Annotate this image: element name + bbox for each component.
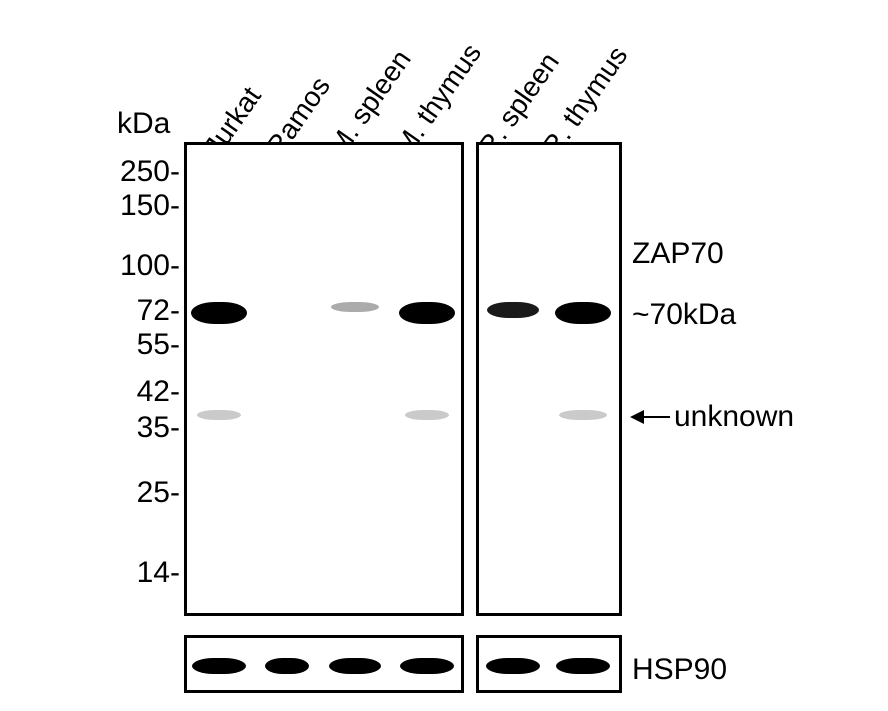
zap70-label: ZAP70 bbox=[632, 237, 724, 271]
blot-band bbox=[405, 410, 449, 420]
marker-label: 250 bbox=[120, 155, 170, 189]
blot-band bbox=[191, 302, 247, 324]
marker-label: 55 bbox=[137, 328, 170, 362]
blot-band bbox=[265, 658, 309, 674]
marker-dash: - bbox=[170, 249, 180, 283]
marker-label: 14 bbox=[137, 556, 170, 590]
blot-band bbox=[486, 658, 540, 674]
blot-band bbox=[197, 410, 241, 420]
blot-band bbox=[556, 658, 610, 674]
blot-band bbox=[559, 410, 607, 420]
blot-band bbox=[329, 658, 381, 674]
blot-band bbox=[400, 658, 454, 674]
main-blot-right bbox=[476, 142, 622, 616]
arrow-head-icon bbox=[630, 410, 644, 424]
marker-dash: - bbox=[170, 375, 180, 409]
hsp90-label: HSP90 bbox=[632, 653, 727, 687]
main-blot-left bbox=[184, 142, 464, 616]
figure-container: kDa 250-150-100-72-55-42-35-25-14- Jurka… bbox=[0, 0, 888, 711]
marker-label: 42 bbox=[137, 375, 170, 409]
marker-dash: - bbox=[170, 294, 180, 328]
unknown-label: unknown bbox=[674, 400, 794, 434]
blot-band bbox=[192, 658, 246, 674]
marker-label: 25 bbox=[137, 476, 170, 510]
marker-dash: - bbox=[170, 328, 180, 362]
blot-band bbox=[487, 302, 539, 318]
kda70-label: ~70kDa bbox=[632, 298, 736, 332]
marker-label: 72 bbox=[137, 294, 170, 328]
marker-dash: - bbox=[170, 189, 180, 223]
marker-dash: - bbox=[170, 155, 180, 189]
marker-dash: - bbox=[170, 476, 180, 510]
marker-label: 100 bbox=[120, 249, 170, 283]
blot-band bbox=[331, 302, 379, 312]
marker-dash: - bbox=[170, 411, 180, 445]
marker-label: 150 bbox=[120, 189, 170, 223]
arrow-line bbox=[644, 416, 670, 418]
blot-band bbox=[555, 302, 611, 324]
marker-label: 35 bbox=[137, 411, 170, 445]
marker-dash: - bbox=[170, 556, 180, 590]
blot-band bbox=[399, 302, 455, 324]
kda-label: kDa bbox=[117, 107, 170, 141]
unknown-arrow bbox=[630, 410, 670, 424]
